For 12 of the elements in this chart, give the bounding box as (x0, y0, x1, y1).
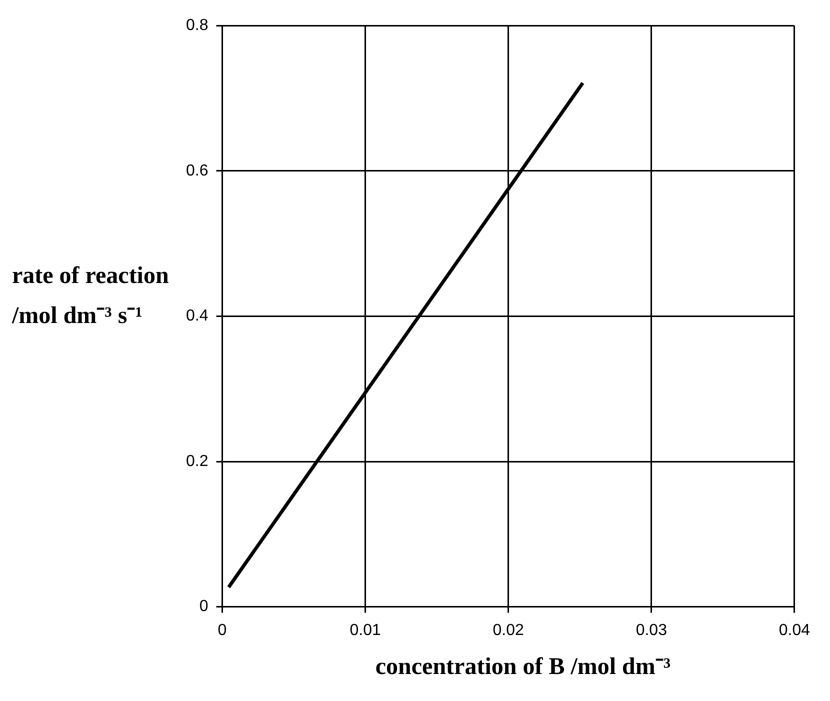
x-tick-label: 0.01 (350, 622, 381, 639)
x-tick-label: 0.03 (636, 622, 668, 639)
y-tick-label: 0.6 (186, 162, 208, 180)
x-axis-title: concentration of B /mol dm⁻³ (374, 653, 672, 681)
y-axis-title: rate of reaction /mol dm⁻³ s⁻¹ (12, 262, 170, 331)
y-tick-label: 0 (199, 598, 208, 616)
y-tick-label: 0.2 (186, 452, 208, 470)
y-tick-label: 0.8 (186, 17, 208, 34)
y-tick-label: 0.4 (186, 308, 208, 325)
x-tick-label: 0 (218, 622, 227, 639)
x-tick-label: 0.02 (492, 622, 524, 639)
x-tick-label: 0.04 (778, 622, 810, 639)
